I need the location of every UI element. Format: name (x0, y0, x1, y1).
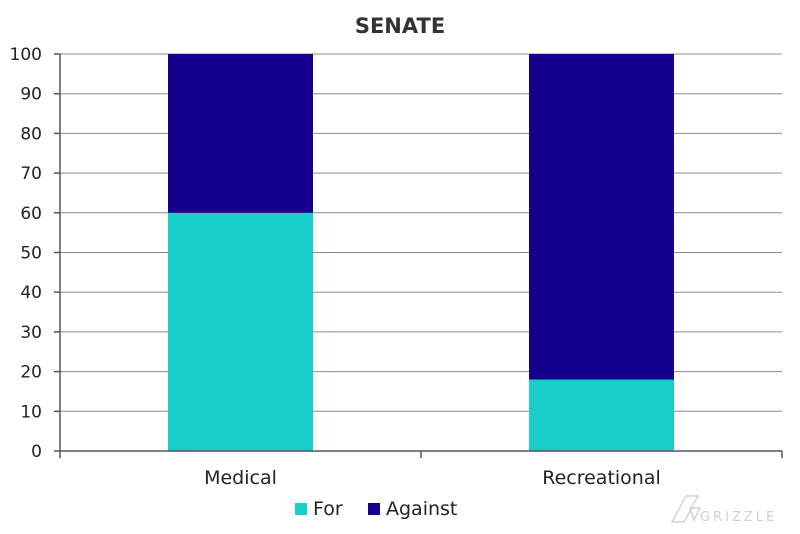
bar-against-recreational (529, 54, 674, 380)
y-tick-label: 100 (10, 45, 42, 65)
legend-label-against: Against (386, 498, 457, 520)
chart-title: SENATE (355, 14, 445, 38)
y-tick-label: 50 (20, 244, 42, 264)
bar-for-recreational (529, 379, 674, 451)
legend-swatch-against (368, 503, 380, 515)
y-tick-label: 10 (20, 402, 42, 422)
legend-label-for: For (313, 498, 343, 520)
y-tick-label: 90 (20, 85, 42, 105)
watermark-text: GRIZZLE (700, 510, 777, 525)
x-category-label: Recreational (542, 467, 661, 489)
y-tick-label: 80 (20, 124, 42, 144)
watermark: GRIZZLE (670, 495, 777, 525)
x-category-label: Medical (204, 467, 277, 489)
y-tick-label: 60 (20, 204, 42, 224)
bars (168, 54, 674, 451)
y-axis-ticks: 0 10 20 30 40 50 60 70 80 90 100 (10, 45, 60, 462)
y-tick-label: 0 (31, 442, 42, 462)
y-tick-label: 40 (20, 283, 42, 303)
legend: For Against (295, 498, 457, 520)
y-tick-label: 20 (20, 363, 42, 383)
x-axis-labels: Medical Recreational (204, 467, 661, 489)
grizzle-logo-icon (670, 495, 702, 523)
bar-against-medical (168, 54, 313, 213)
y-tick-label: 30 (20, 323, 42, 343)
y-tick-label: 70 (20, 164, 42, 184)
bar-for-medical (168, 212, 313, 451)
legend-swatch-for (295, 503, 307, 515)
